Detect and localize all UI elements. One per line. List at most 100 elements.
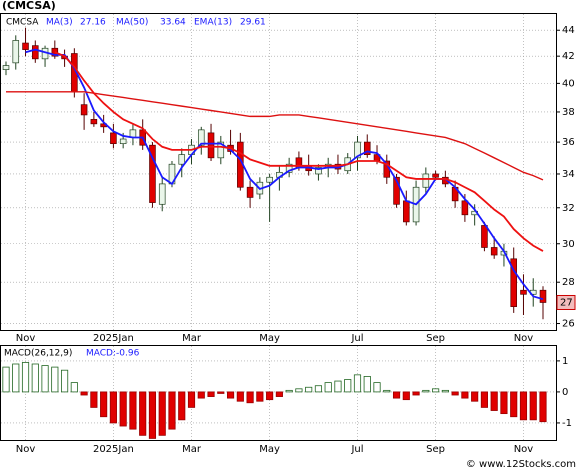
macd-bar: [119, 391, 127, 427]
macd-bar: [80, 391, 88, 396]
macd-bar: [70, 382, 78, 393]
x-tick-label: Mar: [182, 444, 202, 455]
y-tick-label: 0: [562, 387, 568, 398]
x-tick-label: 2025Jan: [93, 444, 134, 455]
macd-bar: [217, 391, 225, 394]
macd-bar: [373, 382, 381, 393]
candle-body: [2, 65, 10, 70]
candle-body: [363, 141, 371, 155]
candle-body: [246, 186, 254, 198]
macd-bar: [392, 391, 401, 399]
y-tick-label: 42: [562, 51, 575, 62]
macd-bar: [363, 376, 371, 393]
macd-bar: [490, 391, 498, 411]
candle-body: [119, 138, 127, 145]
macd-bar: [100, 391, 108, 418]
legend-entry: MA(3): [46, 18, 73, 28]
candle-body: [12, 40, 20, 64]
macd-bar: [178, 391, 186, 421]
macd-bar: [148, 391, 157, 439]
x-tick-label: Sep: [426, 444, 445, 455]
macd-bar: [12, 363, 20, 393]
y-tick-label: 40: [562, 78, 575, 89]
macd-bar: [61, 369, 69, 393]
macd-bar: [129, 391, 137, 430]
macd-bar: [480, 391, 488, 408]
x-tick-label: Nov: [16, 333, 36, 344]
macd-bar: [285, 389, 293, 393]
candle-body: [422, 173, 430, 188]
macd-bar: [295, 388, 303, 393]
candle-body: [490, 247, 498, 256]
candle-body: [539, 289, 547, 303]
ma-line: [25, 48, 544, 301]
legend-entry: EMA(13): [194, 18, 232, 28]
macd-bar: [275, 391, 283, 397]
legend-value: 29.61: [240, 18, 266, 28]
macd-bar: [519, 391, 528, 421]
macd-bar: [305, 386, 313, 393]
candle-body: [403, 200, 410, 223]
macd-bar: [461, 391, 469, 399]
y-tick-label: 44: [562, 25, 575, 36]
ma-line: [54, 51, 544, 252]
macd-bar: [109, 391, 117, 424]
macd-bar: [266, 391, 274, 401]
macd-bar: [471, 391, 479, 402]
macd-bar: [500, 391, 508, 415]
macd-bar: [21, 362, 30, 393]
macd-bar: [451, 391, 459, 396]
candle-body: [80, 104, 88, 116]
candle-body: [207, 132, 215, 159]
ma-line: [6, 91, 544, 181]
x-tick-label: Nov: [514, 444, 534, 455]
candle-body: [266, 176, 273, 183]
macd-label: MACD:-0.96: [86, 349, 140, 359]
macd-bar: [529, 391, 537, 421]
macd-bar: [31, 363, 39, 393]
candle-body: [217, 141, 225, 159]
legend-value: 33.64: [160, 18, 186, 28]
candle-body: [354, 141, 361, 159]
footer: © www.12Stocks.com: [466, 459, 576, 470]
x-tick-label: 2025Jan: [93, 333, 134, 344]
x-tick-label: Jul: [350, 444, 363, 455]
macd-bar: [334, 380, 342, 393]
x-tick-label: May: [259, 444, 280, 455]
candle-body: [158, 183, 166, 205]
macd-bar: [246, 391, 254, 404]
chart-title: (CMCSA): [2, 0, 56, 12]
candle-body: [432, 173, 439, 178]
macd-bar: [353, 374, 362, 393]
candle-body: [149, 144, 156, 203]
macd-bar: [236, 391, 244, 402]
macd-bar: [226, 391, 235, 399]
candle-body: [32, 45, 39, 60]
macd-bar: [412, 391, 420, 396]
y-tick-label: 36: [562, 137, 575, 148]
macd-bar: [422, 389, 430, 393]
macd-bar: [402, 391, 410, 401]
candle-body: [110, 132, 117, 145]
x-tick-label: Nov: [16, 444, 36, 455]
y-tick-label: 26: [562, 319, 575, 330]
legend-entry: MA(50): [116, 18, 148, 28]
candle-body: [178, 154, 186, 165]
legend-value: 27.16: [80, 18, 106, 28]
macd-bar: [314, 385, 323, 393]
candle-body: [481, 225, 488, 248]
macd-bar: [2, 366, 10, 393]
macd-bar: [510, 391, 518, 418]
candle-body: [461, 200, 469, 216]
candle-body: [520, 289, 527, 295]
macd-bar: [344, 379, 352, 393]
price-box: [556, 294, 576, 310]
candle-body: [197, 129, 205, 146]
y-tick-label: -1: [562, 418, 572, 429]
candle-body: [285, 163, 293, 173]
macd-bar: [168, 391, 176, 430]
x-tick-label: May: [259, 333, 280, 344]
y-tick-label: 34: [562, 169, 575, 180]
macd-bar: [51, 366, 59, 393]
